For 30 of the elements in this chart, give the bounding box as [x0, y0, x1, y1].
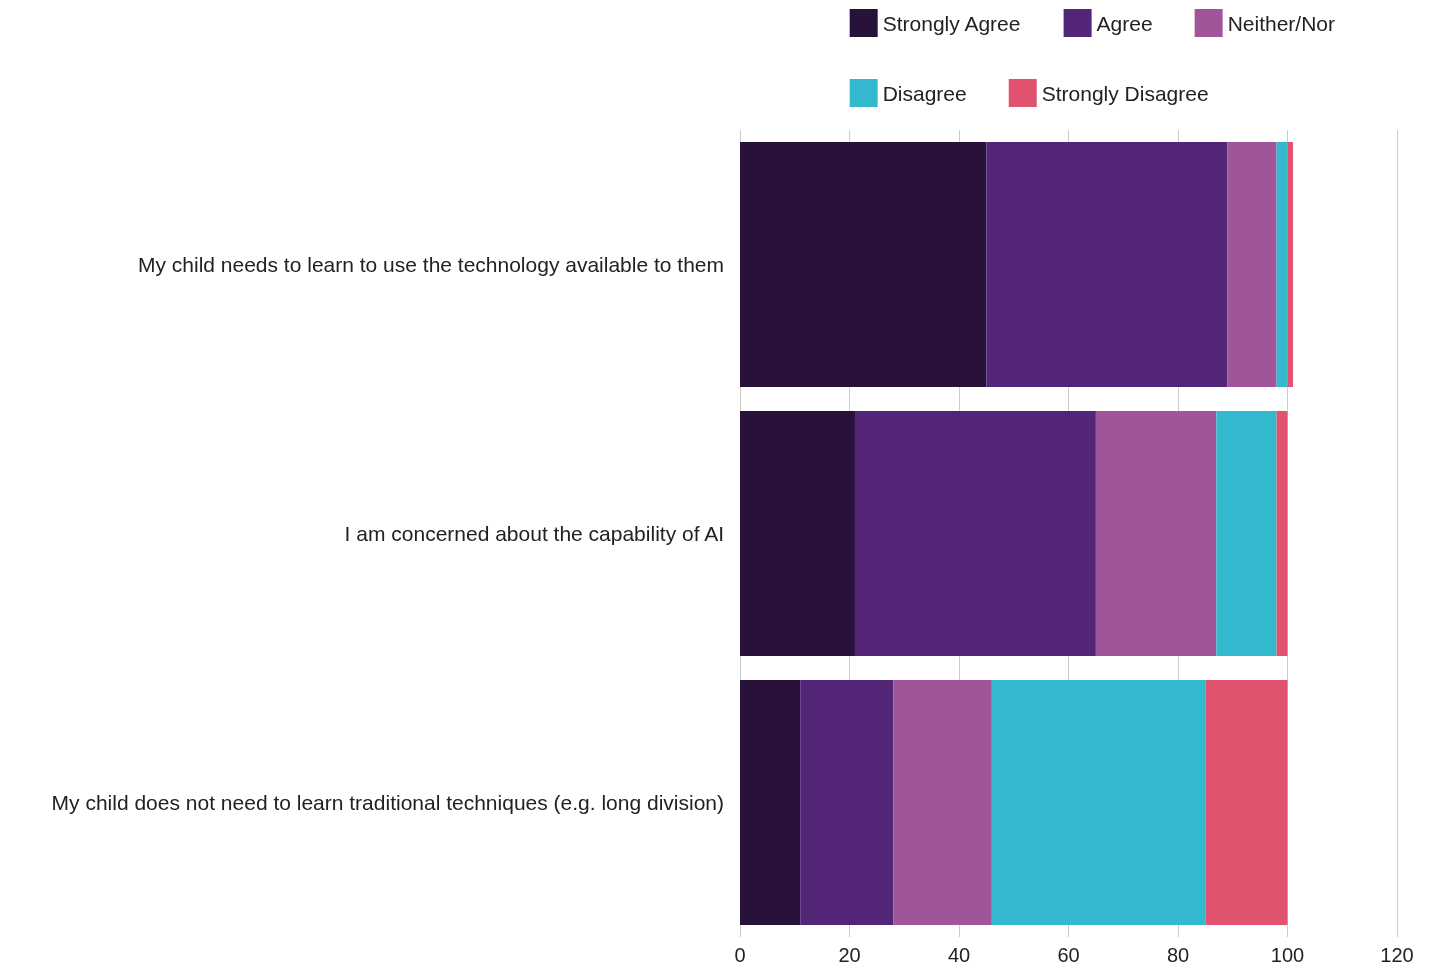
- bar: [854, 411, 1096, 656]
- x-tick-label: 120: [1380, 944, 1414, 966]
- legend-label: Disagree: [882, 81, 967, 105]
- legend-label: Strongly Agree: [882, 11, 1021, 35]
- bar: [1276, 411, 1288, 656]
- x-tick-label: 0: [734, 944, 746, 966]
- bar: [991, 680, 1206, 925]
- x-tick-label: 20: [838, 944, 861, 966]
- x-tick-label: 80: [1166, 944, 1190, 966]
- legend-label: Neither/Nor: [1227, 11, 1336, 35]
- y-tick-label: I am concerned about the capability of AI: [344, 522, 724, 545]
- bar: [800, 680, 894, 925]
- bar: [1205, 680, 1288, 925]
- legend-label: Strongly Disagree: [1041, 81, 1209, 105]
- bar: [1227, 142, 1277, 387]
- y-tick-label: My child needs to learn to use the technology available to them: [137, 253, 724, 276]
- bar: [1287, 142, 1293, 387]
- bar: [986, 142, 1228, 387]
- bar: [740, 680, 801, 925]
- bar: [893, 680, 992, 925]
- x-tick-label: 100: [1270, 944, 1305, 966]
- x-tick-label: 40: [947, 944, 971, 966]
- bar: [740, 142, 987, 387]
- x-tick-label: 60: [1057, 944, 1080, 966]
- y-tick-label: My child does not need to learn traditional techniques (e.g. long division): [51, 791, 724, 814]
- bar: [1276, 142, 1288, 387]
- bar: [1095, 411, 1217, 656]
- bar: [1216, 411, 1277, 656]
- bar: [740, 411, 855, 656]
- legend-label: Agree: [1096, 11, 1153, 35]
